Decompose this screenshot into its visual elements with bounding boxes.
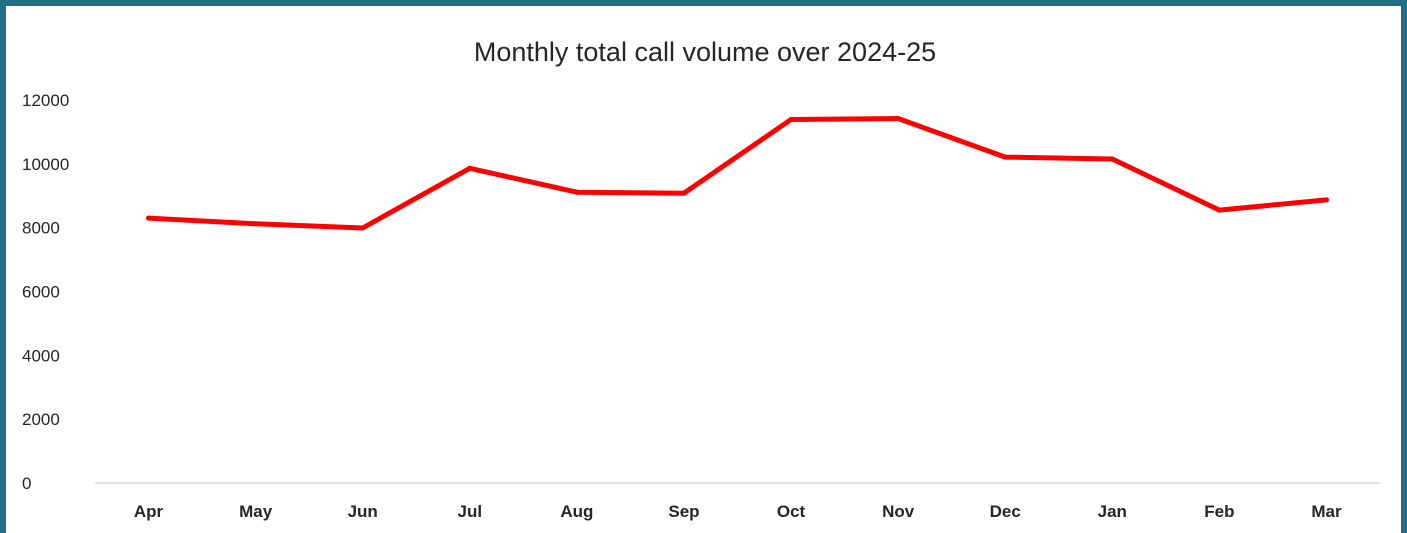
chart-title: Monthly total call volume over 2024-25 (474, 37, 936, 67)
x-tick-label: Dec (990, 502, 1021, 521)
x-tick-label: May (239, 502, 273, 521)
x-tick-label: Jun (348, 502, 378, 521)
y-tick-label: 10000 (22, 155, 69, 174)
y-tick-label: 8000 (22, 219, 60, 238)
data-point (1109, 156, 1115, 162)
data-point (1002, 154, 1008, 160)
data-point (574, 189, 580, 195)
x-tick-label: Mar (1311, 502, 1342, 521)
data-point (681, 190, 687, 196)
y-tick-label: 2000 (22, 410, 60, 429)
data-point (146, 215, 152, 221)
series-group (146, 116, 1329, 231)
data-point (360, 225, 366, 231)
series-line (146, 116, 1329, 231)
x-tick-label: Nov (882, 502, 915, 521)
x-tick-label: Jul (458, 502, 483, 521)
y-tick-label: 0 (22, 474, 31, 493)
data-point (1323, 197, 1329, 203)
x-tick-label: Apr (134, 502, 164, 521)
x-tick-label: Sep (668, 502, 699, 521)
y-tick-label: 12000 (22, 91, 69, 110)
y-axis: 0 2000 4000 6000 8000 10000 12000 (22, 91, 69, 493)
data-point (895, 116, 901, 122)
data-point (1216, 207, 1222, 213)
x-tick-label: Oct (777, 502, 806, 521)
data-point (788, 116, 794, 122)
y-tick-label: 4000 (22, 346, 60, 365)
x-tick-label: Aug (560, 502, 593, 521)
x-tick-label: Feb (1204, 502, 1234, 521)
data-point (253, 221, 259, 227)
x-tick-label: Jan (1098, 502, 1127, 521)
y-tick-label: 6000 (22, 283, 60, 302)
x-axis: Apr May Jun Jul Aug Sep Oct Nov Dec Jan Feb Mar (95, 482, 1380, 521)
data-point (467, 165, 473, 171)
